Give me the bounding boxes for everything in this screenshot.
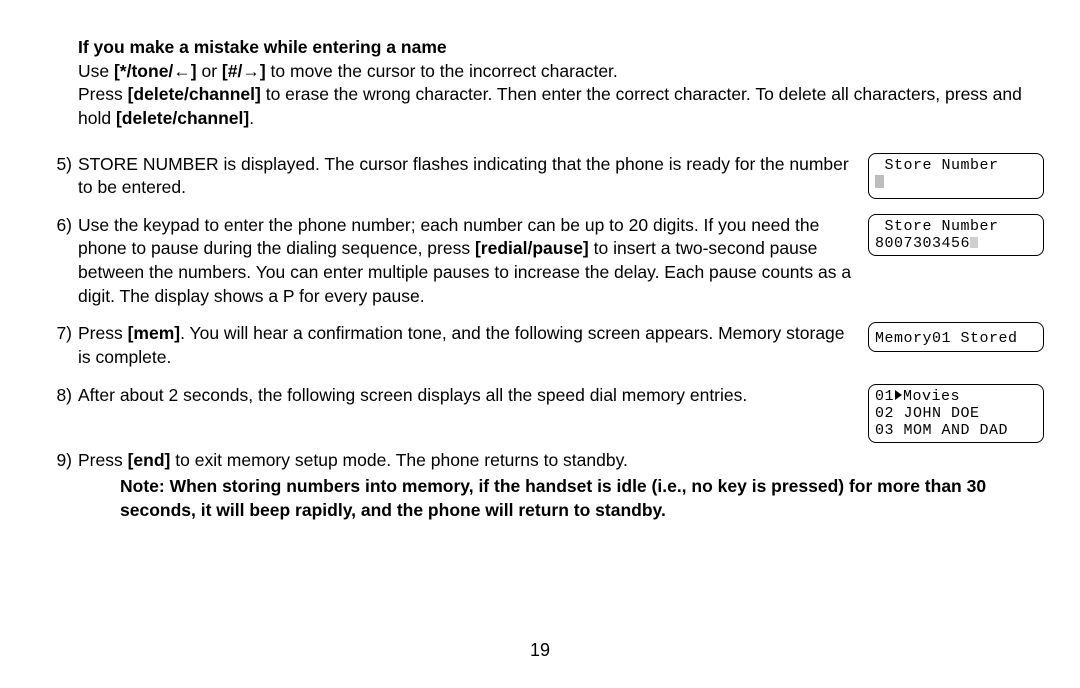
step-8: 8) After about 2 seconds, the following … <box>78 384 1044 444</box>
txt: Press <box>78 84 128 104</box>
step-7: 7) Press [mem]. You will hear a confirma… <box>78 322 1044 369</box>
lcd-phone-number: 8007303456 <box>875 235 970 252</box>
page-number: 19 <box>0 638 1080 662</box>
txt: Press <box>78 450 128 470</box>
lcd-display-memory-stored: Memory01 Stored <box>868 322 1044 352</box>
intro-line2: Press [delete/channel] to erase the wron… <box>78 83 1038 130</box>
key-redial-pause: [redial/pause] <box>475 238 589 258</box>
note-text: Note: When storing numbers into memory, … <box>120 476 986 520</box>
lcd-line: Memory01 Stored <box>875 330 1037 347</box>
lcd-line: Store Number <box>875 218 1037 235</box>
lcd-display-store-number-blank: Store Number <box>868 153 1044 199</box>
step-number: 9) <box>44 449 78 473</box>
intro-block: If you make a mistake while entering a n… <box>78 36 1038 131</box>
lcd-display-store-number-digits: Store Number8007303456 <box>868 214 1044 257</box>
entry-name: Movies <box>903 388 960 405</box>
step-text: Press [end] to exit memory setup mode. T… <box>78 449 1038 473</box>
step-9: 9) Press [end] to exit memory setup mode… <box>78 449 1044 473</box>
txt: . <box>249 108 254 128</box>
key-hash-right: [#/→] <box>222 61 266 81</box>
txt: Use <box>78 61 114 81</box>
lcd-line: Store Number <box>875 157 1037 174</box>
key-end: [end] <box>128 450 171 470</box>
step-number: 7) <box>44 322 78 346</box>
key-right-label: [#/→] <box>222 61 266 81</box>
lcd-line: 8007303456 <box>875 235 1037 252</box>
txt: to exit memory setup mode. The phone ret… <box>170 450 628 470</box>
txt: . You will hear a confirmation tone, and… <box>78 323 845 367</box>
txt: Press <box>78 323 128 343</box>
entry-num: 01 <box>875 388 894 405</box>
lcd-line: 02 JOHN DOE <box>875 405 1037 422</box>
key-left-label: [*/tone/←] <box>114 61 197 81</box>
step-text: Use the keypad to enter the phone number… <box>78 214 868 309</box>
key-delete-channel: [delete/channel] <box>128 84 261 104</box>
lcd-cursor-icon <box>875 175 884 188</box>
step-text: After about 2 seconds, the following scr… <box>78 384 868 408</box>
pointer-icon <box>895 390 902 400</box>
txt: to move the cursor to the incorrect char… <box>266 61 618 81</box>
key-delete-channel: [delete/channel] <box>116 108 249 128</box>
key-mem: [mem] <box>128 323 181 343</box>
step-6: 6) Use the keypad to enter the phone num… <box>78 214 1044 309</box>
lcd-line: 03 MOM AND DAD <box>875 422 1037 439</box>
key-tone-left: [*/tone/←] <box>114 61 197 81</box>
note-block: Note: When storing numbers into memory, … <box>120 475 1044 522</box>
lcd-line: 01 Movies <box>875 388 1037 405</box>
intro-line1: Use [*/tone/←] or [#/→] to move the curs… <box>78 60 1038 84</box>
txt: or <box>197 61 222 81</box>
intro-heading: If you make a mistake while entering a n… <box>78 36 1038 60</box>
step-number: 8) <box>44 384 78 408</box>
step-number: 6) <box>44 214 78 238</box>
step-5: 5) STORE NUMBER is displayed. The cursor… <box>78 153 1044 200</box>
step-text: STORE NUMBER is displayed. The cursor fl… <box>78 153 868 200</box>
lcd-cursor-icon <box>970 237 978 248</box>
step-text: Press [mem]. You will hear a confirmatio… <box>78 322 868 369</box>
lcd-display-speed-dial-list: 01 Movies02 JOHN DOE03 MOM AND DAD <box>868 384 1044 444</box>
step-number: 5) <box>44 153 78 177</box>
